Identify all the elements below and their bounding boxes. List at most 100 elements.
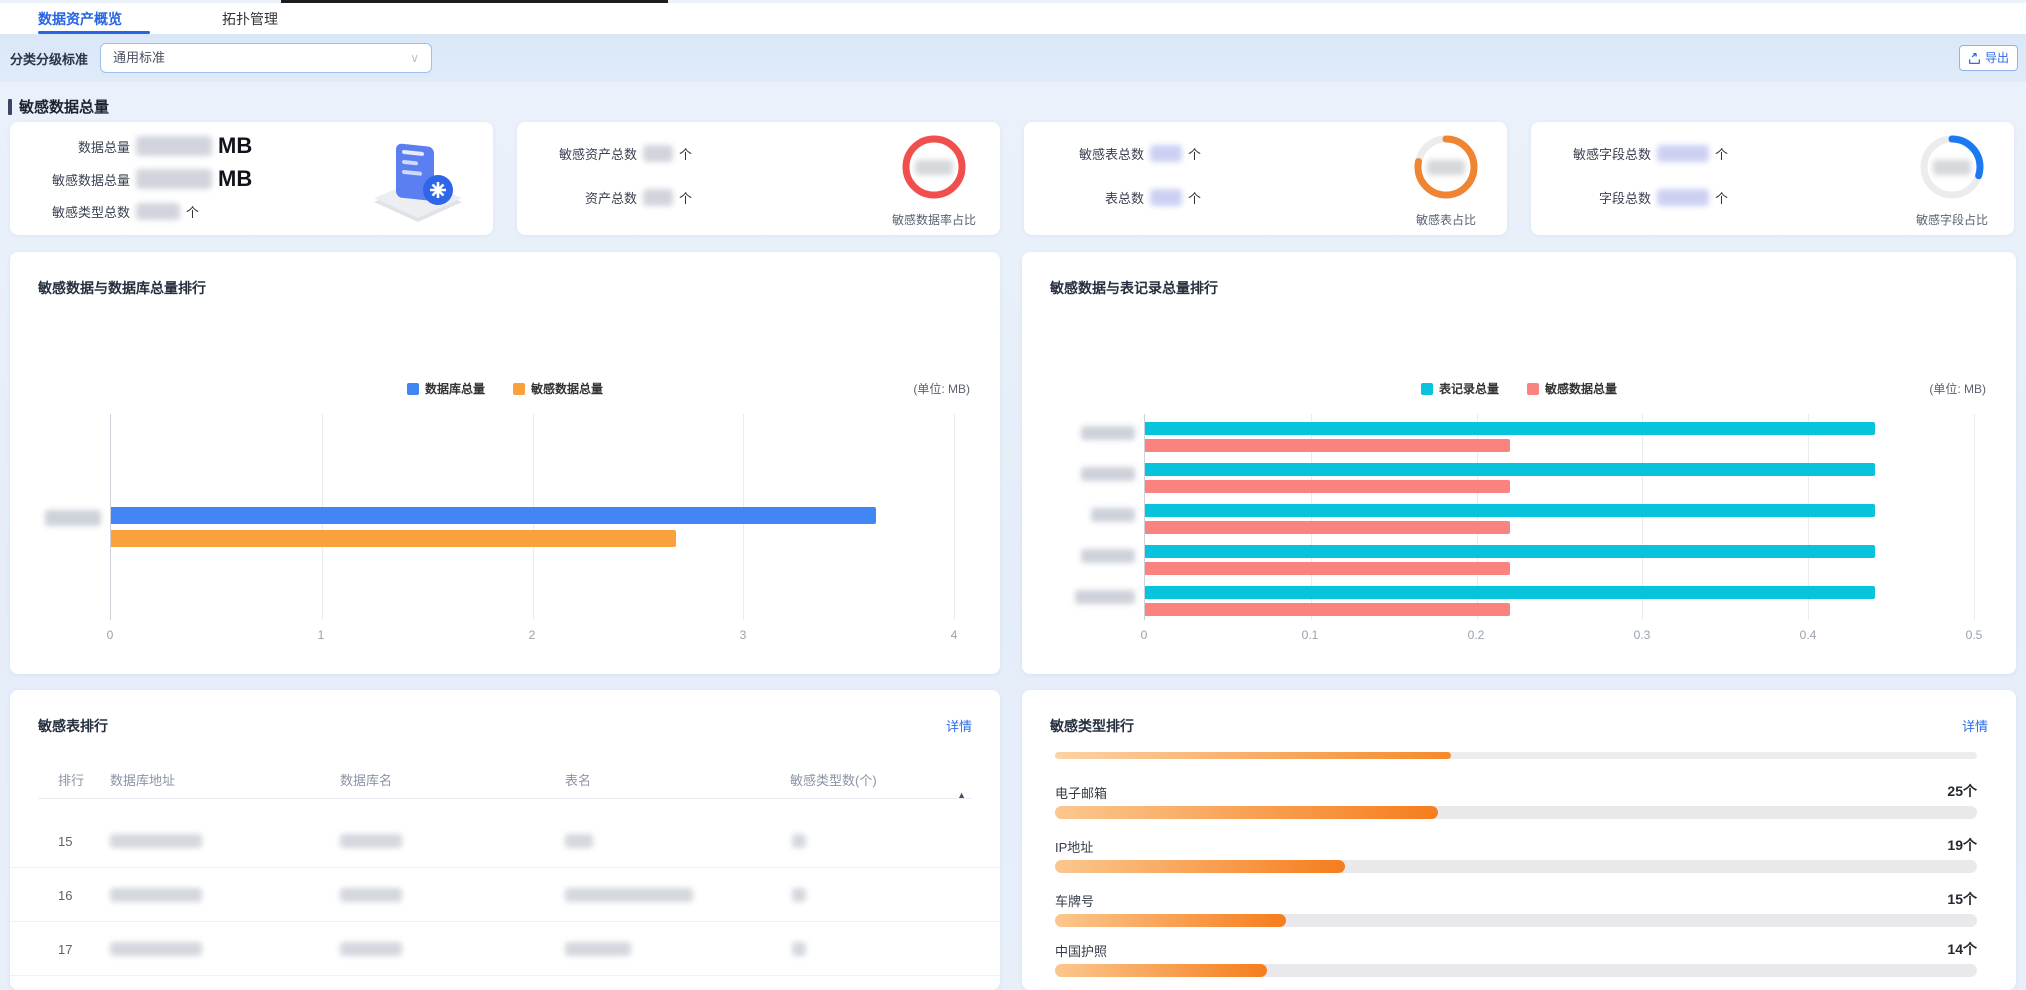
- column-header[interactable]: 敏感类型数(个): [790, 773, 877, 788]
- panel-sensitive-type-ranking: 敏感类型排行 详情 电子邮箱 25个 IP地址 19个 车牌号 15个 中国护照…: [1022, 690, 2016, 990]
- ranking-label: 中国护照: [1055, 944, 1108, 959]
- bar-sensitive-total[interactable]: [1145, 562, 1510, 575]
- stat-label: 资产总数: [584, 191, 637, 206]
- export-label: 导出: [1984, 51, 2009, 65]
- legend-item[interactable]: 数据库总量: [406, 380, 485, 397]
- table-row[interactable]: 16: [10, 868, 1000, 922]
- export-button[interactable]: 导出: [1958, 45, 2018, 71]
- legend-label: 表记录总量: [1438, 382, 1499, 396]
- sort-up-icon[interactable]: ▲: [957, 790, 966, 800]
- redacted-cell: [340, 888, 402, 902]
- table-row[interactable]: 17: [10, 922, 1000, 976]
- bar-sensitive-total[interactable]: [1145, 480, 1510, 493]
- card-sensitive-tables: 敏感表总数 个 表总数 个 敏感表占比: [1024, 122, 1507, 235]
- legend-item[interactable]: 敏感数据总量: [513, 380, 603, 397]
- donut-ring-icon: [1414, 135, 1478, 199]
- legend-item[interactable]: 表记录总量: [1420, 380, 1499, 397]
- column-header[interactable]: 排行: [58, 773, 85, 788]
- legend-label: 敏感数据总量: [531, 382, 604, 396]
- bar-database-total[interactable]: [111, 507, 877, 524]
- redacted-donut-value: [915, 160, 953, 175]
- redacted-value: [1150, 189, 1182, 206]
- x-tick: 0.4: [1799, 628, 1817, 642]
- stat-unit: 个: [679, 191, 693, 206]
- chart-title: 敏感数据与数据库总量排行: [38, 280, 206, 296]
- redacted-category-label: [1081, 549, 1135, 563]
- stat-unit: 个: [186, 205, 200, 220]
- stat-label: 敏感资产总数: [558, 147, 637, 162]
- ranking-bar[interactable]: [1055, 914, 1977, 927]
- bar-record-total[interactable]: [1145, 463, 1875, 476]
- column-header[interactable]: 数据库地址: [110, 773, 176, 788]
- redacted-value: [643, 145, 673, 162]
- ranking-label: IP地址: [1055, 840, 1094, 855]
- top-crop-line: [281, 0, 668, 3]
- bar-record-total[interactable]: [1145, 422, 1875, 435]
- stat-label: 表总数: [1104, 191, 1144, 206]
- tab-topology-management[interactable]: 拓扑管理: [222, 11, 278, 27]
- donut-sensitive-field-ratio: 敏感字段占比: [1887, 132, 2017, 228]
- column-header[interactable]: 表名: [565, 773, 592, 788]
- ranking-bar[interactable]: [1055, 752, 1977, 759]
- redacted-donut-value: [1933, 160, 1971, 175]
- redacted-value: [1657, 189, 1709, 206]
- bar-sensitive-total[interactable]: [1145, 521, 1510, 534]
- x-tick: 4: [950, 628, 958, 642]
- redacted-cell: [565, 834, 593, 848]
- bar-sensitive-total[interactable]: [1145, 439, 1510, 452]
- x-tick: 0.1: [1301, 628, 1319, 642]
- redacted-cell: [110, 942, 202, 956]
- bar-sensitive-data-total[interactable]: [111, 530, 676, 547]
- ranking-bar-fill: [1055, 806, 1438, 819]
- legend-swatch-blue-icon: [406, 382, 419, 395]
- x-tick: 0: [106, 628, 114, 642]
- bar-record-total[interactable]: [1145, 545, 1875, 558]
- ranking-count: 25个: [1947, 783, 1977, 799]
- stat-unit: MB: [218, 133, 253, 158]
- chart-legend: 表记录总量 敏感数据总量: [1022, 380, 2016, 397]
- redacted-category-label: [1081, 467, 1135, 481]
- ranking-bar[interactable]: [1055, 964, 1977, 977]
- classification-standard-select[interactable]: 通用标准 ∨: [100, 43, 432, 73]
- donut-ring-icon: [1920, 135, 1984, 199]
- redacted-value: [643, 189, 673, 206]
- stat-label: 敏感类型总数: [51, 205, 130, 220]
- chart-panel-db-ranking: 敏感数据与数据库总量排行 数据库总量 敏感数据总量 (单位: MB) 0 1 2: [10, 252, 1000, 674]
- stat-unit: MB: [218, 166, 253, 191]
- tab-data-asset-overview[interactable]: 数据资产概览: [38, 11, 122, 27]
- redacted-category-label: [1081, 426, 1135, 440]
- column-header[interactable]: 数据库名: [340, 773, 393, 788]
- ranking-bar[interactable]: [1055, 860, 1977, 873]
- chart-title: 敏感数据与表记录总量排行: [1050, 280, 1218, 296]
- bar-sensitive-total[interactable]: [1145, 603, 1510, 616]
- filter-band: 分类分级标准 通用标准 ∨ 导出: [0, 34, 2026, 82]
- legend-swatch-orange-icon: [513, 382, 525, 395]
- chevron-down-icon: ∨: [410, 51, 419, 65]
- rank-cell: 17: [58, 942, 73, 957]
- ranking-bar-fill: [1055, 752, 1452, 759]
- redacted-cell: [565, 888, 693, 902]
- bar-record-total[interactable]: [1145, 586, 1875, 599]
- redacted-cell: [792, 942, 806, 956]
- ranking-label: 车牌号: [1055, 894, 1095, 909]
- detail-link[interactable]: 详情: [945, 719, 972, 734]
- detail-link[interactable]: 详情: [1961, 719, 1988, 734]
- assets-illustration-icon: [374, 143, 462, 222]
- donut-sensitive-data-ratio: 敏感数据率占比: [869, 132, 999, 228]
- redacted-value: [136, 203, 180, 220]
- donut-caption: 敏感字段占比: [1915, 213, 1988, 227]
- stat-label: 敏感字段总数: [1572, 147, 1651, 162]
- ranking-bar[interactable]: [1055, 806, 1977, 819]
- bar-record-total[interactable]: [1145, 504, 1875, 517]
- x-tick: 3: [739, 628, 747, 642]
- redacted-value: [1657, 145, 1709, 162]
- section-title-bar: [8, 98, 12, 115]
- legend-item[interactable]: 敏感数据总量: [1527, 380, 1617, 397]
- x-tick: 2: [528, 628, 536, 642]
- x-tick: 0: [1140, 628, 1148, 642]
- rank-cell: 16: [58, 888, 73, 903]
- redacted-cell: [565, 942, 631, 956]
- legend-swatch-pink-icon: [1527, 382, 1539, 395]
- stat-label: 敏感表总数: [1078, 147, 1144, 162]
- table-row[interactable]: 15: [10, 814, 1000, 868]
